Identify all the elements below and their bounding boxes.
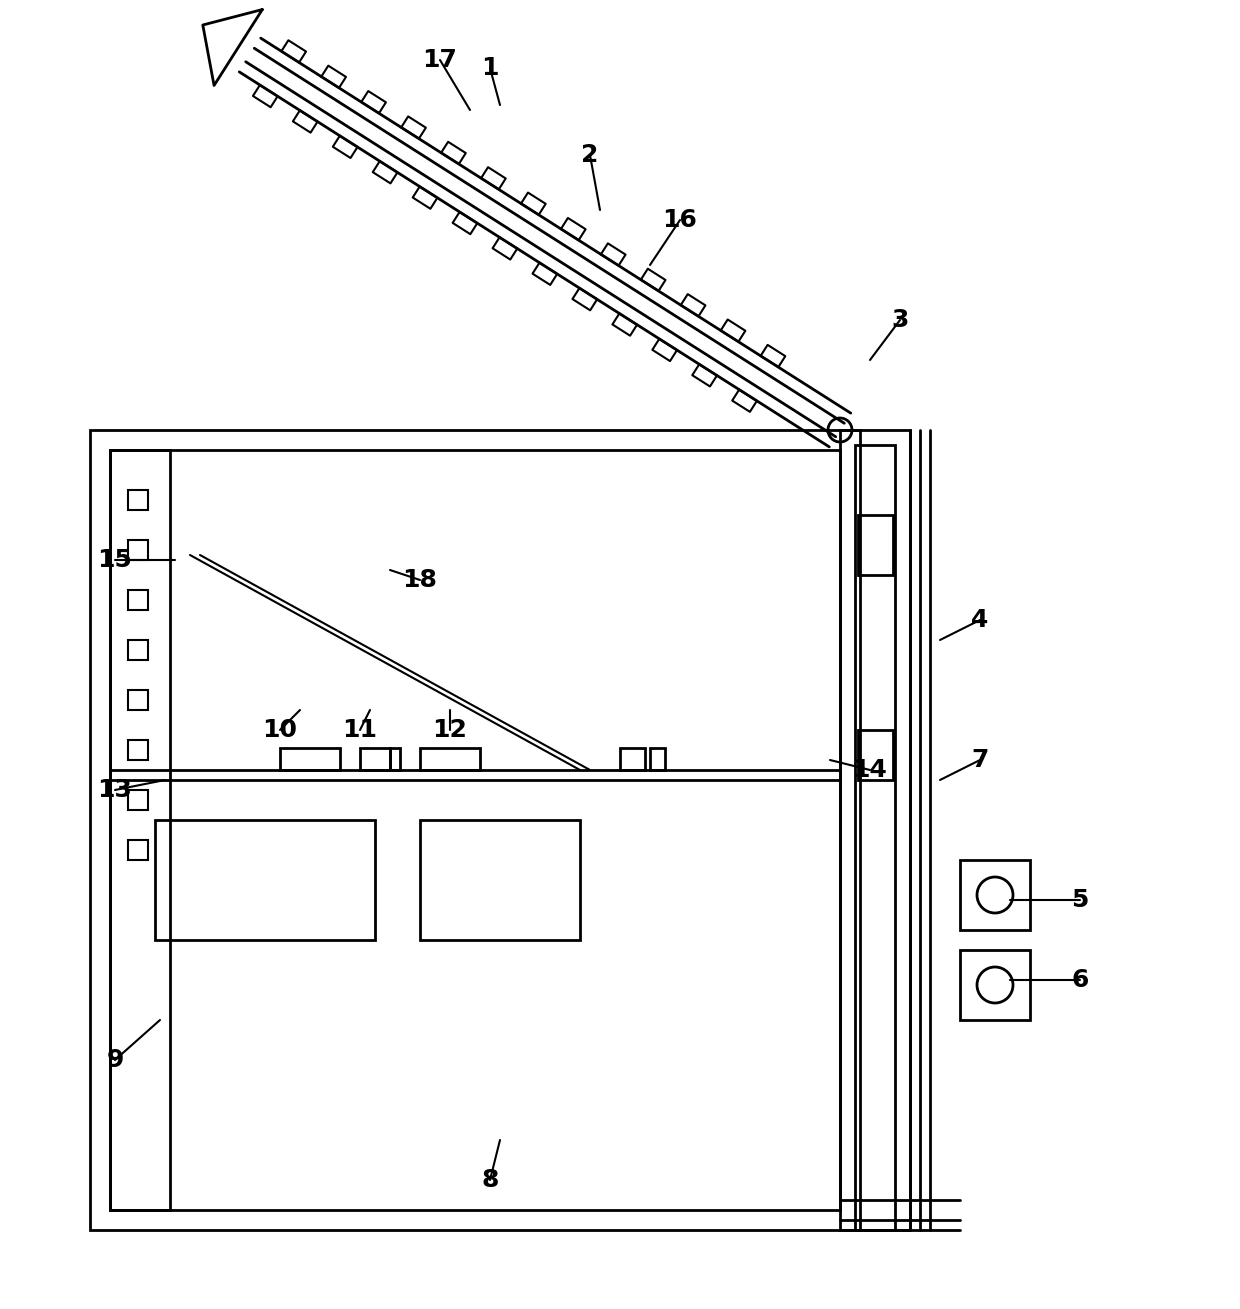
Bar [856, 445, 895, 1230]
Text: 9: 9 [107, 1049, 124, 1072]
Bar [839, 429, 910, 1230]
Text: 6: 6 [1071, 967, 1089, 992]
Text: 17: 17 [423, 48, 458, 72]
Text: 7: 7 [971, 747, 988, 772]
Text: 13: 13 [98, 778, 133, 802]
Bar [391, 747, 401, 770]
Bar [128, 590, 148, 610]
Text: 4: 4 [971, 607, 988, 632]
Bar [858, 730, 893, 780]
Bar [128, 840, 148, 860]
Text: 14: 14 [853, 758, 888, 781]
Text: 10: 10 [263, 719, 298, 742]
Text: 2: 2 [582, 143, 599, 168]
Text: 1: 1 [481, 56, 498, 80]
Text: 15: 15 [98, 548, 133, 572]
Bar [128, 791, 148, 810]
Bar [128, 640, 148, 660]
Bar [110, 450, 839, 1210]
Bar [360, 747, 391, 770]
Bar [91, 429, 861, 1230]
Text: 11: 11 [342, 719, 377, 742]
Bar [128, 690, 148, 709]
Bar [128, 740, 148, 761]
Text: 12: 12 [433, 719, 467, 742]
Bar [420, 747, 480, 770]
Text: 18: 18 [403, 568, 438, 592]
Text: 5: 5 [1071, 888, 1089, 912]
Text: 8: 8 [481, 1168, 498, 1192]
Bar [858, 514, 893, 575]
Bar [128, 541, 148, 560]
Bar [155, 819, 374, 940]
Bar [650, 747, 665, 770]
Bar [960, 950, 1030, 1020]
Bar [960, 860, 1030, 929]
Bar [280, 747, 340, 770]
Bar [620, 747, 645, 770]
Bar [420, 819, 580, 940]
Bar [110, 450, 170, 1210]
Text: 16: 16 [662, 208, 697, 232]
Text: 3: 3 [892, 308, 909, 332]
Bar [128, 490, 148, 511]
